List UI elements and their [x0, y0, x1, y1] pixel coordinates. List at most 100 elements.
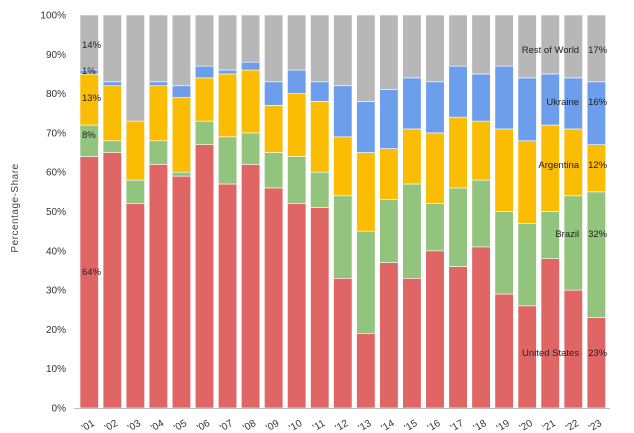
- annotation-left: 8%: [82, 130, 96, 141]
- bar-segment: [448, 266, 468, 409]
- x-tick-label: '17: [449, 418, 466, 433]
- bar-segment: [287, 14, 307, 71]
- bar-segment: [517, 222, 537, 307]
- y-tick-label: 40%: [46, 246, 66, 257]
- y-tick-label: 30%: [46, 286, 66, 297]
- bar-segment: [241, 61, 261, 71]
- bar-segment: [218, 136, 238, 185]
- x-tick-label: '06: [195, 418, 212, 433]
- bar-segment: [356, 101, 376, 153]
- bar-segment: [148, 81, 168, 87]
- y-tick-label: 10%: [46, 364, 66, 375]
- bar-segment: [402, 278, 422, 409]
- bar-segment: [194, 77, 215, 122]
- bar-segment: [586, 191, 606, 318]
- x-tick-label: '03: [126, 418, 143, 433]
- x-tick-label: '11: [311, 418, 328, 433]
- bar-segment: [125, 179, 145, 204]
- annotation-right-label: Ukraine: [546, 97, 579, 108]
- x-tick-label: '07: [218, 418, 235, 433]
- bar-segment: [241, 14, 261, 63]
- annotation-right-value: 32%: [588, 229, 608, 240]
- bar-segment: [379, 199, 399, 263]
- x-tick-label: '22: [564, 418, 581, 433]
- bar-segment: [586, 81, 606, 145]
- x-tick-label: '04: [149, 418, 166, 433]
- annotation-right-value: 12%: [588, 160, 608, 171]
- bar-segment: [494, 293, 514, 409]
- bar-segment: [356, 333, 376, 409]
- bar-segment: [540, 14, 560, 75]
- bar-segment: [241, 69, 261, 134]
- bar-segment: [356, 14, 376, 102]
- bar-segment: [264, 187, 284, 409]
- y-axis-title-group: Percentage-Share: [10, 163, 21, 252]
- bar-segment: [563, 195, 583, 291]
- bar-segment: [494, 211, 514, 295]
- bar-segment: [171, 14, 191, 87]
- x-tick-label: '18: [472, 418, 489, 433]
- bar-segment: [471, 179, 491, 248]
- bar-segment: [171, 175, 191, 409]
- bar-segment: [310, 14, 330, 83]
- bar-segment: [79, 156, 99, 409]
- bar-segment: [425, 250, 445, 409]
- bar-segment: [264, 152, 284, 189]
- annotation-right-value: 17%: [588, 45, 608, 56]
- bar-segment: [148, 164, 168, 409]
- y-tick-label: 90%: [46, 50, 66, 61]
- bar-segment: [494, 128, 514, 212]
- annotation-right-label: Rest of World: [522, 45, 579, 56]
- annotation-left: 13%: [82, 93, 102, 104]
- x-tick-label: '15: [403, 418, 420, 433]
- bar-segment: [218, 183, 238, 409]
- bar-segment: [471, 246, 491, 409]
- bar-segment: [402, 128, 422, 185]
- annotation-left: 1%: [82, 66, 96, 77]
- bar-segment: [125, 120, 145, 181]
- y-tick-labels: 0% 10% 20% 30% 40% 50% 60% 70% 80% 90% 100%: [40, 11, 66, 415]
- x-tick-label: '16: [426, 418, 443, 433]
- bar-segment: [102, 14, 122, 83]
- bar-segment: [264, 14, 284, 83]
- annotation-right-label: Brazil: [555, 229, 579, 240]
- bar-segment: [448, 14, 468, 67]
- bar-segment: [218, 69, 238, 75]
- annotation-left: 14%: [82, 40, 102, 51]
- x-tick-label: '05: [172, 418, 189, 433]
- bar-segment: [148, 85, 168, 142]
- bar-segment: [79, 14, 99, 71]
- annotation-left: 64%: [82, 267, 102, 278]
- bar-segment: [102, 152, 122, 409]
- bar-segment: [333, 195, 353, 279]
- y-axis-title: Percentage-Share: [10, 163, 21, 252]
- bar-segment: [171, 171, 191, 177]
- bar-segment: [264, 81, 284, 106]
- bar-segment: [379, 14, 399, 90]
- x-tick-label: '20: [518, 418, 535, 433]
- bar-segment: [586, 317, 606, 409]
- bar-segment: [171, 97, 191, 173]
- annotation-right-label: Argentina: [538, 160, 579, 171]
- bar-segment: [310, 101, 330, 173]
- x-tick-label: '13: [357, 418, 374, 433]
- bar-segment: [264, 105, 284, 153]
- y-tick-label: 70%: [46, 128, 66, 139]
- x-tick-label: '19: [495, 418, 512, 433]
- bar-segment: [448, 116, 468, 189]
- bar-segment: [148, 14, 168, 83]
- bar-segment: [125, 203, 145, 409]
- x-tick-label: '09: [264, 418, 281, 433]
- bar-segment: [310, 207, 330, 409]
- x-tick-label: '12: [334, 418, 351, 433]
- bar-segment: [287, 203, 307, 409]
- bar-segment: [333, 85, 353, 138]
- bar-segment: [425, 14, 445, 83]
- bar-segment: [218, 14, 238, 71]
- bar-segment: [563, 14, 583, 79]
- bar-segment: [102, 81, 122, 87]
- bar-segment: [194, 120, 215, 145]
- bar-segment: [517, 77, 537, 142]
